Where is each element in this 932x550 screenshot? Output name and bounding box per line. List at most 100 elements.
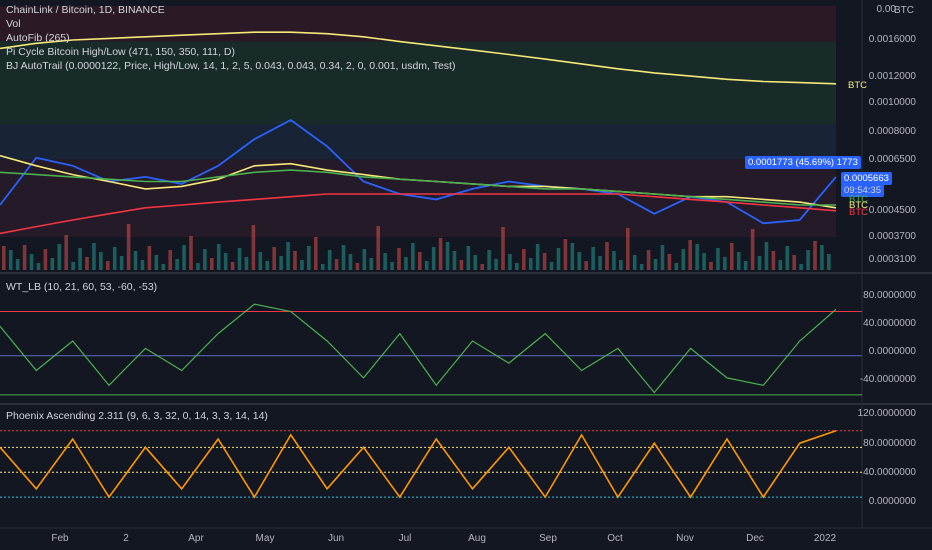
- indicator-autofib[interactable]: AutoFib (265): [6, 32, 70, 44]
- volume-bar: [494, 259, 498, 270]
- measure-tag: 0.0001773 (45.69%) 1773: [745, 156, 861, 169]
- volume-bar: [584, 261, 588, 270]
- moving-average-green: [0, 169, 836, 206]
- volume-bar: [591, 247, 595, 270]
- volume-bar: [736, 252, 741, 270]
- volume-bar: [452, 251, 457, 270]
- symbol-title: ChainLink / Bitcoin, 1D, BINANCE: [6, 4, 165, 16]
- volume-bar: [327, 250, 332, 270]
- wt-tick: -40.0000000: [859, 374, 916, 385]
- volume-bar: [99, 252, 103, 270]
- x-tick-nov: Nov: [676, 533, 694, 544]
- volume-bar: [140, 260, 145, 270]
- price-axis-currency: BTC: [894, 5, 914, 16]
- volume-bar: [147, 246, 152, 270]
- phoenix-tick: 80.0000000: [863, 438, 916, 449]
- volume-bar: [577, 252, 582, 270]
- volume-bar: [487, 250, 491, 270]
- volume-bar: [196, 263, 200, 270]
- volume-bar: [279, 256, 283, 270]
- volume-bar: [424, 261, 429, 270]
- volume-bar: [369, 258, 374, 270]
- price-tick: 0.0016000: [868, 34, 916, 45]
- volume-bar: [189, 236, 193, 270]
- volume-bar: [106, 261, 110, 270]
- price-tick: 0.0006500: [868, 154, 916, 165]
- volume-bar: [723, 257, 727, 270]
- x-tick-jun: Jun: [327, 533, 345, 544]
- indicator-autotrail[interactable]: BJ AutoTrail (0.0000122, Price, High/Low…: [6, 60, 456, 72]
- volume-bar: [612, 251, 616, 270]
- countdown-tag: 09:54:35: [841, 184, 884, 197]
- volume-bar: [743, 261, 748, 270]
- volume-bar: [716, 248, 720, 270]
- volume-bar: [244, 257, 249, 270]
- autofib-zone: [0, 41, 836, 125]
- price-tick: 0.0008000: [868, 126, 916, 137]
- volume-bar: [293, 251, 297, 270]
- volume-bar: [730, 243, 734, 270]
- volume-bar: [390, 262, 394, 270]
- volume-bar: [230, 262, 235, 270]
- volume-bar: [43, 249, 48, 270]
- volume-bar: [459, 260, 464, 270]
- volume-bar: [709, 262, 713, 270]
- phoenix-tick: 40.0000000: [863, 467, 916, 478]
- volume-bar: [334, 259, 339, 270]
- x-tick-feb: Feb: [51, 533, 69, 544]
- x-tick-2022: 2022: [813, 533, 837, 544]
- volume-bar: [473, 255, 478, 270]
- price-tick: 0.0003100: [868, 254, 916, 265]
- indicator-pi-cycle[interactable]: Pi Cycle Bitcoin High/Low (471, 150, 350…: [6, 46, 235, 58]
- volume-bar: [362, 249, 367, 270]
- volume-bar: [619, 260, 623, 270]
- volume-bar: [480, 264, 484, 270]
- volume-bar: [542, 253, 547, 270]
- volume-bar: [632, 255, 637, 270]
- last-price-tag: 0.0005663: [841, 172, 892, 185]
- x-tick-2: 2: [123, 533, 129, 544]
- volume-bar: [639, 264, 644, 270]
- volume-bar: [702, 253, 706, 270]
- x-tick-jul: Jul: [398, 533, 412, 544]
- volume-bar: [404, 257, 408, 270]
- volume-bar: [126, 224, 131, 270]
- wt-tick: 80.0000000: [863, 290, 916, 301]
- volume-bar: [806, 250, 810, 270]
- volume-bar: [71, 262, 75, 270]
- volume-bar: [799, 264, 803, 270]
- volume-bar: [258, 252, 263, 270]
- volume-bar: [307, 246, 311, 270]
- price-tick: 0.0004500: [868, 205, 916, 216]
- price-tick: 0.0012000: [868, 71, 916, 82]
- volume-bar: [820, 245, 824, 270]
- volume-bar: [688, 240, 692, 270]
- indicator-vol[interactable]: Vol: [6, 18, 21, 30]
- volume-bar: [210, 258, 214, 270]
- volume-bar: [431, 247, 436, 270]
- price-axis-top-label: 0.00: [876, 4, 896, 15]
- volume-bar: [154, 255, 159, 270]
- volume-bar: [314, 237, 318, 270]
- volume-bar: [466, 246, 471, 270]
- x-tick-oct: Oct: [607, 533, 623, 544]
- price-tick: 0.0003700: [868, 231, 916, 242]
- wt-tick: 0.0000000: [868, 346, 916, 357]
- volume-bar: [22, 245, 27, 270]
- volume-bar: [660, 245, 665, 270]
- volume-bar: [251, 225, 256, 270]
- phoenix-tick: 120.0000000: [857, 408, 916, 419]
- volume-bar: [161, 264, 166, 270]
- volume-bar: [515, 263, 519, 270]
- phoenix-panel-title[interactable]: Phoenix Ascending 2.311 (9, 6, 3, 32, 0,…: [6, 410, 268, 422]
- volume-bar: [64, 235, 68, 270]
- volume-bar: [355, 263, 360, 270]
- volume-bar: [237, 248, 242, 270]
- volume-bar: [785, 246, 790, 270]
- volume-bar: [411, 243, 415, 270]
- volume-bar: [300, 260, 304, 270]
- volume-bar: [750, 229, 755, 270]
- volume-bar: [528, 258, 533, 270]
- wt-panel-title[interactable]: WT_LB (10, 21, 60, 53, -60, -53): [6, 281, 158, 293]
